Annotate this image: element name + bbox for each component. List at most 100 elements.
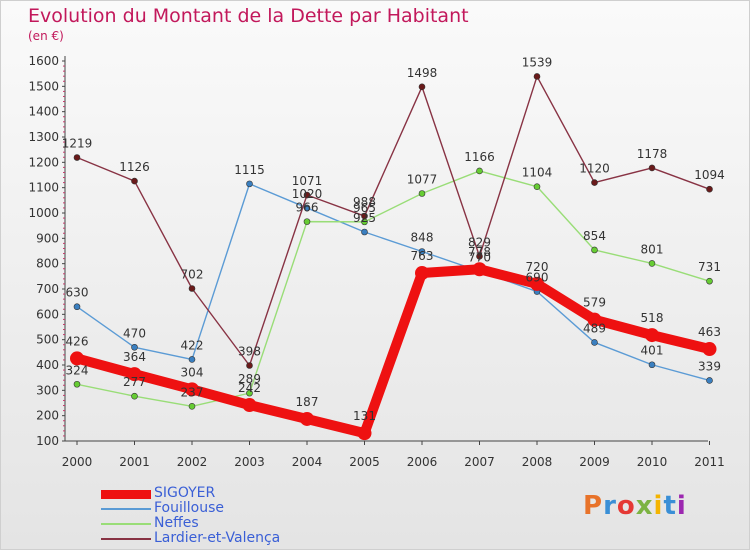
- series-line-Neffes: [76, 170, 711, 407]
- data-label: 801: [641, 242, 664, 256]
- data-label: 1126: [119, 160, 150, 174]
- data-point: [706, 377, 713, 384]
- x-tick-label: 2008: [522, 455, 553, 469]
- x-tick-label: 2005: [349, 455, 380, 469]
- chart-data-labels: 630 470 422 1115 1020 925 848 770 690 489 401 339 32…: [62, 55, 725, 423]
- data-point: [418, 190, 426, 197]
- data-point: [645, 328, 659, 343]
- x-tick-label: 2007: [464, 455, 495, 469]
- y-tick-label: 300: [36, 383, 59, 397]
- x-tick-label: 2001: [119, 455, 150, 469]
- data-point: [530, 276, 544, 291]
- x-tick-label: 2000: [62, 455, 93, 469]
- y-tick-label: 1200: [28, 155, 59, 169]
- y-tick-label: 200: [36, 409, 59, 423]
- data-point: [702, 342, 717, 357]
- data-label: 1219: [62, 137, 93, 151]
- data-point: [246, 362, 253, 369]
- legend-label: Fouillouse: [154, 500, 225, 516]
- data-point: [533, 73, 541, 80]
- data-label: 731: [698, 260, 721, 274]
- y-tick-label: 900: [36, 231, 59, 245]
- data-point: [73, 380, 81, 388]
- data-label: 579: [583, 296, 606, 310]
- legend-swatch: [101, 489, 151, 499]
- legend-label: SIGOYER: [154, 485, 216, 501]
- series-line-Fouillouse: [76, 183, 711, 382]
- legend-label: Neffes: [154, 515, 199, 531]
- x-tick-label: 2006: [407, 455, 438, 469]
- data-label: 925: [353, 211, 376, 225]
- data-point: [476, 253, 483, 260]
- data-label: 304: [181, 365, 204, 379]
- data-label: 237: [181, 385, 204, 399]
- data-label: 1178: [637, 147, 668, 161]
- y-tick-label: 1000: [28, 206, 59, 220]
- data-label: 1071: [292, 174, 323, 188]
- data-point: [591, 179, 598, 186]
- x-tick-label: 2009: [579, 455, 610, 469]
- data-point: [303, 204, 311, 212]
- legend-label: Lardier-et-Valença: [154, 530, 281, 546]
- chart-unit: (en €): [28, 29, 64, 43]
- data-label: 848: [411, 231, 434, 245]
- logo-letter: r: [603, 491, 617, 521]
- logo-letter: t: [663, 491, 677, 521]
- data-label: 1166: [464, 150, 495, 164]
- data-point: [533, 183, 541, 190]
- data-point: [591, 339, 598, 346]
- data-point: [361, 228, 368, 236]
- data-label: 470: [123, 326, 146, 340]
- y-tick-label: 400: [36, 358, 59, 372]
- data-label: 1115: [234, 163, 265, 177]
- logo-letter: x: [635, 491, 654, 521]
- data-label: 720: [526, 260, 549, 274]
- data-point: [418, 248, 426, 255]
- data-label: 1020: [292, 187, 323, 201]
- data-label: 1498: [407, 66, 438, 80]
- y-tick-label: 1400: [28, 105, 59, 119]
- data-label: 854: [583, 229, 606, 243]
- logo-letter: i: [653, 491, 664, 521]
- data-point: [188, 285, 196, 292]
- data-point: [648, 361, 656, 369]
- legend-swatch: [101, 538, 151, 540]
- data-point: [188, 356, 196, 363]
- data-label: 778: [468, 245, 491, 259]
- data-point: [185, 382, 199, 397]
- data-point: [361, 212, 368, 220]
- y-tick-label: 600: [36, 307, 59, 321]
- x-tick-label: 2004: [292, 455, 323, 469]
- y-tick-label: 700: [36, 282, 59, 296]
- data-point: [472, 262, 487, 277]
- data-label: 965: [353, 201, 376, 215]
- data-label: 630: [66, 286, 89, 300]
- data-label: 426: [66, 334, 89, 348]
- data-label: 770: [468, 250, 491, 264]
- data-point: [587, 312, 602, 327]
- x-tick-label: 2010: [637, 455, 668, 469]
- data-label: 763: [411, 249, 434, 263]
- y-tick-label: 1300: [28, 130, 59, 144]
- data-point: [131, 177, 138, 185]
- y-tick-label: 500: [36, 333, 59, 347]
- y-tick-label: 800: [36, 257, 59, 271]
- data-label: 131: [353, 409, 376, 423]
- data-point: [131, 343, 138, 351]
- data-point: [127, 367, 142, 382]
- data-label: 289: [238, 372, 261, 386]
- data-label: 690: [526, 271, 549, 285]
- data-label: 463: [698, 325, 721, 339]
- y-tick-label: 1100: [28, 181, 59, 195]
- data-label: 489: [583, 321, 606, 335]
- data-point: [246, 389, 253, 397]
- series-line-SIGOYER: [72, 264, 715, 439]
- data-point: [706, 185, 713, 193]
- data-label: 1104: [522, 166, 553, 180]
- data-label: 401: [641, 344, 664, 358]
- data-label: 339: [698, 359, 721, 373]
- data-point: [70, 351, 84, 366]
- data-point: [648, 260, 656, 267]
- data-point: [415, 266, 429, 281]
- data-label: 966: [296, 201, 319, 215]
